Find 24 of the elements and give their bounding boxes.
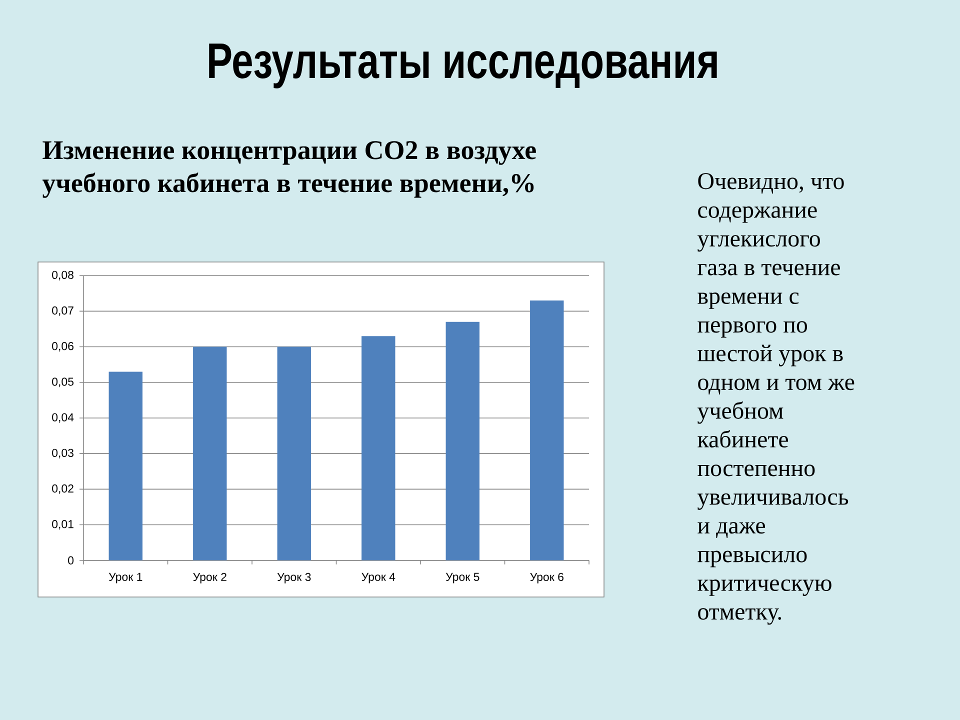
text: Очевидно, что содержание углекислого газа в течение времени с первого по шестой урок в одном и том же учебном кабинете постепенно увеличивалось и даже превысило критическую отметку. (698, 173, 854, 625)
bar (193, 346, 227, 560)
x-tick-label: Урок 3 (277, 572, 311, 584)
bar (108, 372, 142, 560)
y-tick-label: 0 (68, 556, 74, 564)
bar (362, 336, 396, 560)
chart-subtitle: Изменение концентрации CO2 в воздухе учебного кабинета в течение времени,% (42, 141, 536, 198)
y-tick-label: 0,06 (52, 342, 74, 352)
y-tick-label: 0,05 (52, 378, 74, 388)
chart-title: Результаты исследования (209, 44, 717, 88)
x-tick-label: Урок 5 (446, 572, 480, 584)
x-tick-label: Урок 6 (530, 572, 564, 584)
x-tick-label: Урок 2 (193, 572, 226, 584)
y-tick-label: 0,08 (52, 270, 74, 280)
bar (277, 346, 311, 560)
y-tick-label: 0,03 (52, 448, 74, 458)
y-tick-label: 0,07 (52, 306, 74, 316)
y-tick-label: 0,04 (52, 413, 74, 423)
y-tick-label: 0,02 (52, 484, 74, 494)
x-tick-label: Урок 1 (108, 572, 142, 584)
bar (530, 300, 564, 560)
x-tick-label: Урок 4 (362, 572, 396, 584)
y-tick-label: 0,01 (52, 520, 74, 530)
bar (446, 322, 480, 560)
